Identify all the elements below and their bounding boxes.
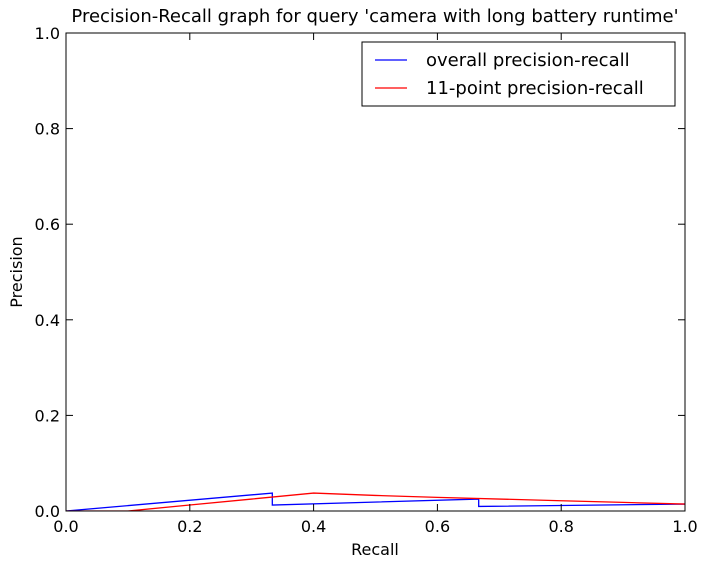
y-tick-label: 0.6 [35,215,60,234]
plot-frame [65,32,686,512]
x-axis-label: Recall [351,540,399,559]
y-tick-label: 0.2 [35,406,60,425]
x-tick-label: 0.0 [53,517,78,536]
x-tick-label: 0.4 [301,517,326,536]
series-line-2 [66,492,685,511]
x-tick-label: 1.0 [672,517,697,536]
series-line-1 [66,492,685,511]
legend-label-1: overall precision-recall [426,50,630,71]
y-axis-label: Precision [7,236,26,307]
y-tick-label: 0.8 [35,120,60,139]
x-tick-label: 0.2 [177,517,202,536]
legend-label-2: 11-point precision-recall [426,78,644,99]
y-tick-label: 0.4 [35,311,60,330]
y-tick-label: 1.0 [35,24,60,43]
chart-title: Precision-Recall graph for query 'camera… [71,6,678,27]
x-tick-label: 0.6 [425,517,450,536]
x-tick-label: 0.8 [548,517,573,536]
legend-box [361,41,676,107]
y-tick-label: 0.0 [35,502,60,521]
